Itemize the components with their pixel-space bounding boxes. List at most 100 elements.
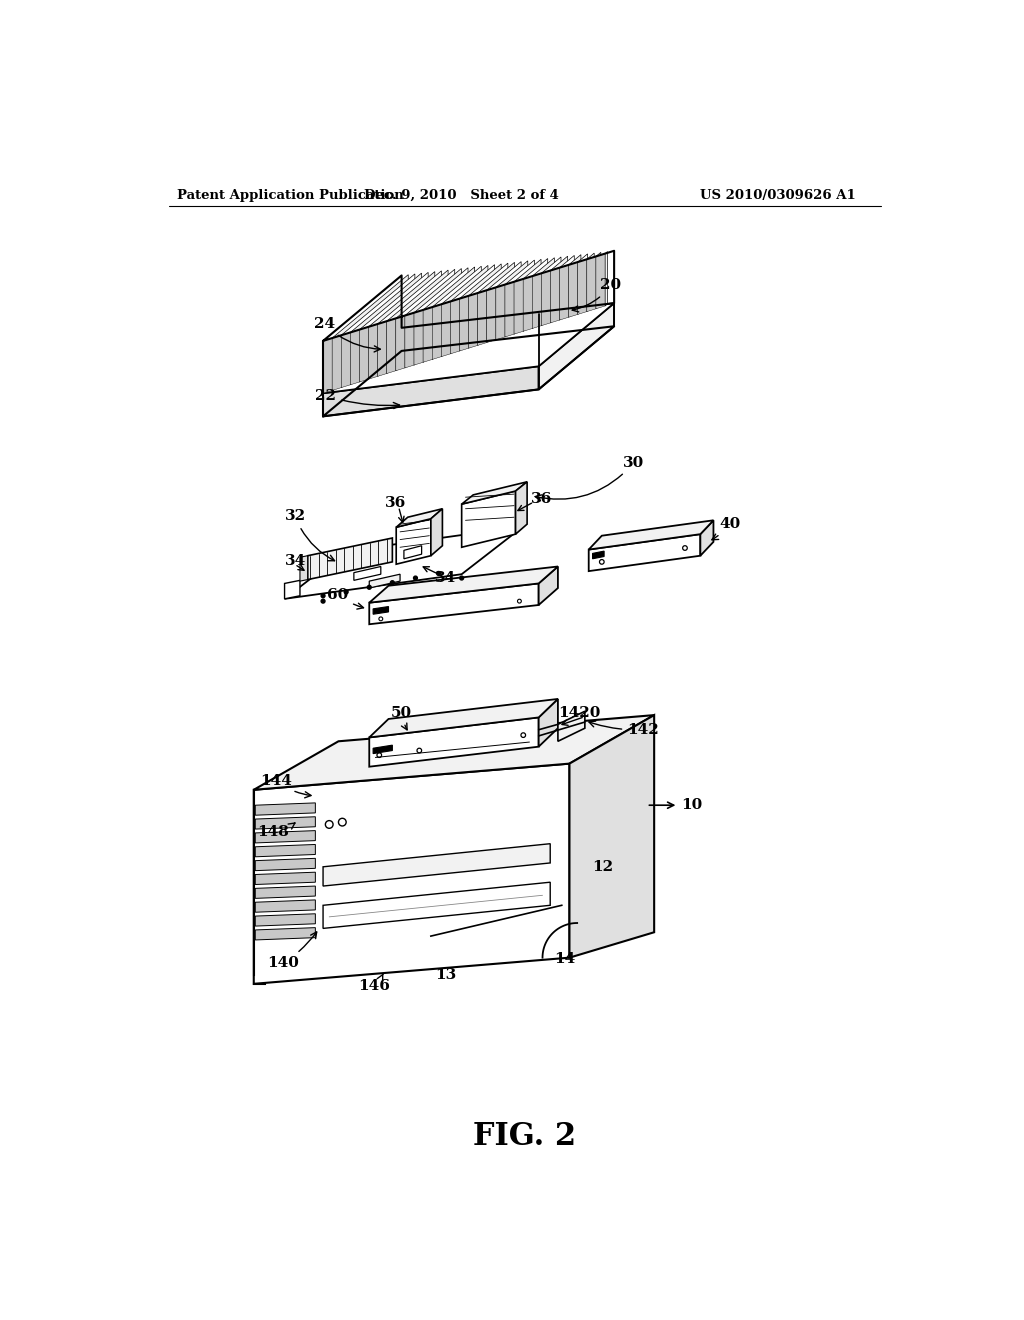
Polygon shape xyxy=(373,744,392,754)
Polygon shape xyxy=(523,259,548,331)
Text: 20: 20 xyxy=(572,279,622,312)
Circle shape xyxy=(390,581,394,585)
Polygon shape xyxy=(255,928,315,940)
Polygon shape xyxy=(477,263,514,346)
Text: 36: 36 xyxy=(531,492,552,506)
Polygon shape xyxy=(359,272,428,381)
Circle shape xyxy=(326,821,333,829)
Polygon shape xyxy=(254,715,654,789)
Polygon shape xyxy=(396,508,442,527)
Text: 40: 40 xyxy=(712,517,740,540)
Polygon shape xyxy=(323,338,332,393)
Circle shape xyxy=(368,585,371,589)
Polygon shape xyxy=(515,482,527,535)
Polygon shape xyxy=(551,268,559,323)
Polygon shape xyxy=(255,858,315,871)
Polygon shape xyxy=(323,304,614,393)
Polygon shape xyxy=(255,873,315,884)
Polygon shape xyxy=(542,271,551,326)
Polygon shape xyxy=(369,323,378,379)
Text: 140: 140 xyxy=(267,932,316,970)
Polygon shape xyxy=(496,285,505,339)
Polygon shape xyxy=(431,508,442,556)
Polygon shape xyxy=(451,264,495,354)
Text: 34: 34 xyxy=(435,572,456,585)
Polygon shape xyxy=(514,279,523,334)
Polygon shape xyxy=(568,255,581,317)
Polygon shape xyxy=(354,566,381,581)
Polygon shape xyxy=(505,260,535,337)
Polygon shape xyxy=(341,275,415,388)
Polygon shape xyxy=(539,566,558,605)
Polygon shape xyxy=(523,276,532,331)
Polygon shape xyxy=(370,574,400,589)
Text: 1420: 1420 xyxy=(558,706,600,719)
Circle shape xyxy=(344,590,348,594)
Text: 146: 146 xyxy=(357,974,389,993)
Polygon shape xyxy=(486,288,496,343)
Circle shape xyxy=(322,599,325,603)
Polygon shape xyxy=(378,271,441,376)
Polygon shape xyxy=(285,581,300,599)
Text: US 2010/0309626 A1: US 2010/0309626 A1 xyxy=(700,189,856,202)
Polygon shape xyxy=(559,265,568,319)
Polygon shape xyxy=(477,290,486,346)
Polygon shape xyxy=(359,327,369,381)
Polygon shape xyxy=(332,335,341,391)
Polygon shape xyxy=(469,263,508,348)
Polygon shape xyxy=(255,817,315,829)
Polygon shape xyxy=(378,321,387,376)
Circle shape xyxy=(436,572,440,576)
Polygon shape xyxy=(587,253,594,312)
Circle shape xyxy=(339,818,346,826)
Polygon shape xyxy=(462,491,515,548)
Circle shape xyxy=(460,576,464,579)
Text: 32: 32 xyxy=(285,510,335,561)
Text: 50: 50 xyxy=(391,706,412,730)
Polygon shape xyxy=(559,256,574,319)
Polygon shape xyxy=(396,315,404,371)
Polygon shape xyxy=(255,830,315,843)
Polygon shape xyxy=(404,268,462,368)
Polygon shape xyxy=(569,715,654,958)
Text: 24: 24 xyxy=(313,317,380,352)
Polygon shape xyxy=(578,253,588,314)
Polygon shape xyxy=(532,273,542,329)
Polygon shape xyxy=(441,265,488,356)
Polygon shape xyxy=(323,276,401,393)
Polygon shape xyxy=(532,257,554,329)
Polygon shape xyxy=(414,268,468,366)
Polygon shape xyxy=(300,556,307,581)
Polygon shape xyxy=(396,269,455,371)
Polygon shape xyxy=(441,301,451,356)
Text: Dec. 9, 2010   Sheet 2 of 4: Dec. 9, 2010 Sheet 2 of 4 xyxy=(365,189,559,202)
Polygon shape xyxy=(396,519,431,564)
Polygon shape xyxy=(254,763,569,983)
Polygon shape xyxy=(514,259,541,334)
Text: 36: 36 xyxy=(385,496,406,511)
Text: FIG. 2: FIG. 2 xyxy=(473,1121,577,1152)
Polygon shape xyxy=(403,545,422,558)
Polygon shape xyxy=(370,566,558,603)
Polygon shape xyxy=(469,293,477,348)
Polygon shape xyxy=(578,259,587,314)
Polygon shape xyxy=(700,520,714,556)
Polygon shape xyxy=(350,273,422,385)
Text: 144: 144 xyxy=(260,774,311,797)
Polygon shape xyxy=(370,700,558,738)
Polygon shape xyxy=(596,253,605,309)
Circle shape xyxy=(414,576,418,579)
Polygon shape xyxy=(460,296,469,351)
Polygon shape xyxy=(387,318,396,374)
Polygon shape xyxy=(404,313,414,368)
Text: 142: 142 xyxy=(589,721,659,737)
Text: 12: 12 xyxy=(593,859,613,874)
Polygon shape xyxy=(387,271,449,374)
Polygon shape xyxy=(370,718,539,767)
Polygon shape xyxy=(285,527,523,599)
Polygon shape xyxy=(307,539,392,579)
Polygon shape xyxy=(255,900,315,912)
Polygon shape xyxy=(593,552,604,558)
Polygon shape xyxy=(423,267,475,362)
Polygon shape xyxy=(255,886,315,899)
